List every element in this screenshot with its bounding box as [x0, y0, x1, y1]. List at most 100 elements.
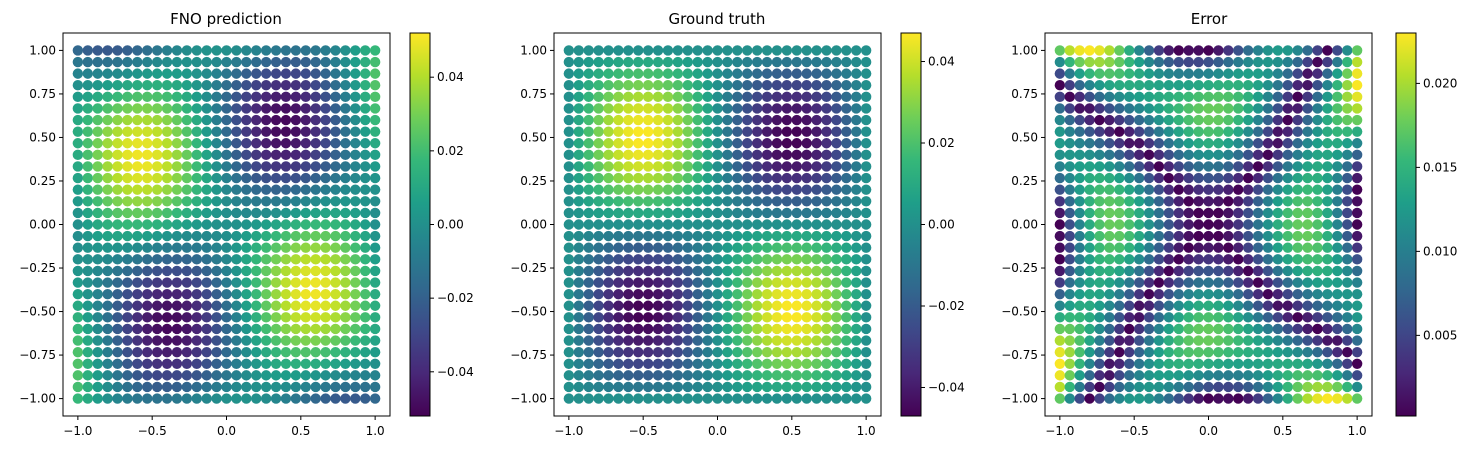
- scatter-point: [1322, 196, 1333, 207]
- scatter-point: [573, 288, 584, 300]
- scatter-point: [369, 288, 381, 300]
- scatter-point: [1143, 312, 1155, 323]
- scatter-point: [1332, 149, 1343, 161]
- scatter-point: [583, 91, 594, 103]
- scatter-point: [781, 149, 793, 161]
- scatter-point: [310, 358, 321, 369]
- scatter-point: [1193, 323, 1204, 335]
- scatter-point: [672, 300, 684, 311]
- scatter-point: [270, 68, 282, 79]
- scatter-point: [300, 207, 311, 219]
- scatter-point: [330, 300, 341, 311]
- scatter-point: [1064, 230, 1075, 242]
- scatter-point: [1124, 335, 1135, 346]
- scatter-point: [851, 265, 862, 277]
- scatter-point: [573, 230, 584, 242]
- scatter-point: [1183, 393, 1194, 404]
- scatter-point: [623, 207, 634, 219]
- scatter-point: [1223, 207, 1234, 219]
- scatter-point: [821, 265, 832, 277]
- scatter-point: [1064, 312, 1075, 323]
- scatter-point: [732, 126, 743, 137]
- scatter-point: [151, 184, 163, 195]
- scatter-point: [1163, 207, 1175, 219]
- scatter-point: [633, 149, 644, 161]
- scatter-point: [860, 184, 872, 195]
- scatter-point: [142, 184, 153, 195]
- scatter-point: [702, 56, 713, 68]
- scatter-point: [320, 149, 331, 161]
- scatter-point: [1143, 126, 1155, 137]
- scatter-point: [642, 370, 654, 381]
- scatter-point: [221, 56, 232, 68]
- scatter-point: [290, 126, 302, 137]
- scatter-point: [1213, 335, 1224, 346]
- scatter-point: [151, 161, 163, 172]
- scatter-point: [221, 219, 232, 230]
- scatter-point: [310, 300, 321, 311]
- scatter-point: [682, 312, 693, 323]
- scatter-point: [722, 323, 733, 335]
- scatter-point: [1213, 288, 1224, 300]
- scatter-point: [563, 45, 575, 56]
- scatter-point: [92, 265, 103, 277]
- scatter-point: [662, 207, 674, 219]
- scatter-point: [369, 138, 381, 149]
- scatter-point: [573, 80, 584, 91]
- scatter-point: [702, 288, 713, 300]
- scatter-point: [241, 288, 252, 300]
- scatter-point: [672, 323, 684, 335]
- scatter-point: [1173, 230, 1184, 242]
- scatter-point: [662, 370, 674, 381]
- scatter-point: [360, 323, 371, 335]
- scatter-point: [72, 207, 84, 219]
- scatter-point: [1282, 184, 1293, 195]
- scatter-point: [270, 312, 282, 323]
- scatter-point: [801, 91, 812, 103]
- scatter-point: [1332, 196, 1343, 207]
- scatter-point: [112, 265, 123, 277]
- scatter-point: [791, 277, 802, 288]
- scatter-point: [360, 393, 371, 404]
- scatter-point: [1094, 358, 1105, 369]
- scatter-point: [112, 126, 123, 137]
- scatter-point: [340, 393, 351, 404]
- scatter-point: [791, 219, 802, 230]
- scatter-point: [742, 138, 753, 149]
- scatter-point: [722, 393, 733, 404]
- scatter-point: [1084, 196, 1095, 207]
- scatter-point: [231, 370, 242, 381]
- scatter-point: [340, 265, 351, 277]
- scatter-point: [102, 184, 113, 195]
- scatter-point: [1262, 149, 1274, 161]
- scatter-point: [260, 91, 272, 103]
- scatter-point: [1054, 381, 1066, 393]
- scatter-point: [181, 68, 193, 79]
- scatter-point: [102, 45, 113, 56]
- scatter-point: [221, 184, 232, 195]
- scatter-point: [201, 184, 212, 195]
- scatter-point: [211, 265, 222, 277]
- scatter-point: [1342, 138, 1353, 149]
- scatter-point: [142, 346, 153, 358]
- scatter-point: [181, 91, 193, 103]
- scatter-point: [1242, 196, 1254, 207]
- scatter-point: [1233, 288, 1244, 300]
- scatter-point: [841, 242, 852, 253]
- scatter-point: [201, 149, 212, 161]
- scatter-point: [1193, 381, 1204, 393]
- scatter-point: [369, 172, 381, 184]
- scatter-point: [360, 277, 371, 288]
- scatter-point: [1223, 254, 1234, 265]
- scatter-point: [72, 219, 84, 230]
- scatter-point: [841, 184, 852, 195]
- scatter-point: [1084, 161, 1095, 172]
- scatter-point: [1163, 103, 1175, 114]
- scatter-point: [1252, 184, 1264, 195]
- scatter-point: [1203, 80, 1214, 91]
- colorbar-frame: [1395, 32, 1417, 417]
- scatter-point: [1183, 103, 1194, 114]
- scatter-point: [672, 335, 684, 346]
- scatter-point: [142, 91, 153, 103]
- scatter-point: [300, 149, 311, 161]
